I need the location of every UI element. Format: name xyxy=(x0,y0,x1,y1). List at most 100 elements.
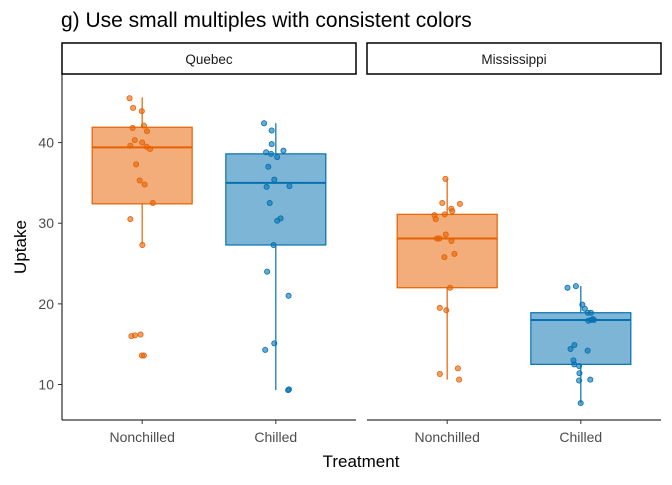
data-point xyxy=(271,176,278,183)
y-tick-label: 40 xyxy=(38,135,54,151)
box-chilled xyxy=(225,123,327,391)
points-chilled xyxy=(261,120,293,394)
facet-strip-quebec: Quebec xyxy=(61,42,357,75)
data-point xyxy=(576,377,583,384)
data-point xyxy=(264,268,271,275)
y-tick-label: 30 xyxy=(38,215,54,231)
data-point xyxy=(576,370,583,377)
x-tick-label-chilled: Chilled xyxy=(559,429,602,445)
data-point xyxy=(126,95,133,102)
data-point xyxy=(140,122,147,129)
x-tick-label-chilled: Chilled xyxy=(254,429,297,445)
data-point xyxy=(131,137,138,144)
data-point xyxy=(139,241,146,248)
data-point xyxy=(454,365,461,372)
facet-label-mississippi: Mississippi xyxy=(481,52,546,67)
data-point xyxy=(127,142,134,149)
data-point xyxy=(456,200,463,207)
panel-quebec xyxy=(91,95,327,394)
data-point xyxy=(130,104,137,111)
data-point xyxy=(138,108,145,115)
y-tick-label: 20 xyxy=(38,296,54,312)
data-point xyxy=(129,125,136,132)
data-point xyxy=(137,331,144,338)
data-point xyxy=(263,149,270,156)
data-point xyxy=(442,231,449,238)
box-nonchilled xyxy=(91,97,193,245)
data-point xyxy=(143,128,150,135)
data-point xyxy=(579,301,586,308)
data-point xyxy=(140,352,147,359)
y-tick-label: 10 xyxy=(38,377,54,393)
y-axis-title: Uptake xyxy=(11,220,30,274)
x-tick-label-nonchilled: Nonchilled xyxy=(414,429,479,445)
data-point xyxy=(268,150,275,157)
data-point xyxy=(139,139,146,146)
box-chilled xyxy=(530,286,632,404)
data-point xyxy=(577,400,584,407)
data-point xyxy=(141,181,148,188)
points-nonchilled xyxy=(126,95,156,359)
data-point xyxy=(136,177,143,184)
data-point xyxy=(587,376,594,383)
data-point xyxy=(443,307,450,314)
facet-label-quebec: Quebec xyxy=(185,52,233,67)
box-body xyxy=(396,213,498,289)
data-point xyxy=(285,292,292,299)
facet-strip-mississippi: Mississippi xyxy=(366,42,662,75)
data-point xyxy=(271,340,278,347)
points-chilled xyxy=(564,283,597,407)
data-point xyxy=(441,211,448,218)
box-body xyxy=(91,126,193,205)
data-point xyxy=(262,346,269,353)
data-point xyxy=(431,212,438,219)
data-point xyxy=(127,216,134,223)
data-point xyxy=(442,175,449,182)
data-point xyxy=(266,200,273,207)
data-point xyxy=(576,362,583,369)
data-point xyxy=(441,254,448,261)
data-point xyxy=(564,284,571,291)
chart-title: g) Use small multiples with consistent c… xyxy=(61,9,472,32)
data-point xyxy=(285,386,292,393)
data-point xyxy=(439,200,446,207)
data-point xyxy=(570,357,577,364)
data-point xyxy=(436,304,443,311)
data-point xyxy=(277,215,284,222)
data-point xyxy=(274,154,281,161)
data-point xyxy=(448,237,455,244)
data-point xyxy=(436,371,443,378)
data-point xyxy=(451,250,458,257)
y-axis: 10 20 30 40 xyxy=(38,74,63,420)
data-point xyxy=(280,147,287,154)
data-point xyxy=(268,141,275,148)
data-point xyxy=(132,332,139,339)
data-point xyxy=(286,183,293,190)
box-nonchilled xyxy=(396,178,498,380)
data-point xyxy=(270,241,277,248)
data-point xyxy=(571,341,578,348)
data-point xyxy=(456,376,463,383)
data-point xyxy=(589,316,596,323)
panel-mississippi xyxy=(396,175,632,407)
data-point xyxy=(436,235,443,242)
data-point xyxy=(268,127,275,134)
x-axis-title: Treatment xyxy=(323,452,400,471)
data-point xyxy=(447,284,454,291)
data-point xyxy=(448,205,455,212)
data-point xyxy=(265,163,272,170)
data-point xyxy=(133,161,140,168)
x-tick-label-nonchilled: Nonchilled xyxy=(109,429,174,445)
data-point xyxy=(572,283,579,290)
data-point xyxy=(149,200,156,207)
data-point xyxy=(584,347,591,354)
box-body xyxy=(225,153,327,246)
data-point xyxy=(143,143,150,150)
x-axis: Nonchilled Chilled Nonchilled Chilled xyxy=(62,419,661,445)
data-point xyxy=(261,120,268,127)
box-body xyxy=(530,312,632,365)
data-point xyxy=(567,346,574,353)
data-point xyxy=(263,183,270,190)
data-point xyxy=(584,309,591,316)
